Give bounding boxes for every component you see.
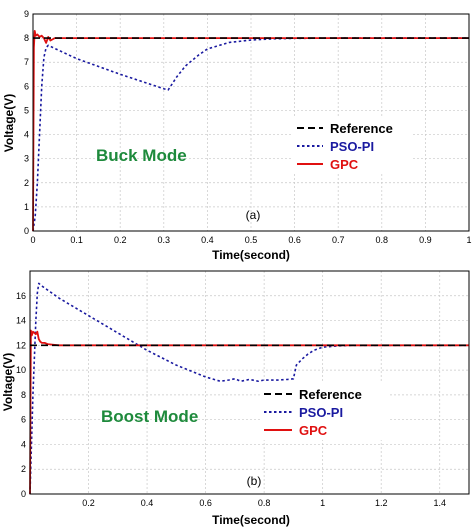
x-tick-label: 0.2 (82, 498, 95, 508)
series-a (32, 29, 469, 232)
y-tick-label: 14 (16, 316, 26, 326)
y-tick-label: 8 (21, 390, 26, 400)
plot-frame-b (29, 270, 470, 495)
y-tick-labels-b: 0 2 4 6 8 10 12 14 16 (16, 291, 26, 499)
x-tick-label: 0.7 (332, 235, 345, 245)
x-axis-label-a: Time(second) (212, 248, 290, 262)
y-tick-label: 6 (21, 415, 26, 425)
x-tick-labels-b: 0.2 0.4 0.6 0.8 1 1.2 1.4 (82, 498, 446, 508)
y-tick-label: 0 (21, 489, 26, 499)
y-tick-label: 7 (24, 57, 29, 67)
y-tick-label: 12 (16, 340, 26, 350)
legend-label-reference-a: Reference (330, 121, 393, 136)
y-tick-label: 0 (24, 226, 29, 236)
x-tick-label: 0.4 (201, 235, 214, 245)
panel-label-a: (a) (246, 208, 261, 222)
legend-label-gpc-b: GPC (299, 423, 328, 438)
x-tick-label: 0.6 (288, 235, 301, 245)
x-tick-label: 0.1 (70, 235, 83, 245)
x-tick-label: 0.5 (245, 235, 258, 245)
mode-annotation-a: Buck Mode (96, 146, 187, 165)
x-tick-label: 1.2 (375, 498, 388, 508)
legend-a: Reference PSO-PI GPC (291, 117, 413, 173)
x-tick-label: 0.8 (258, 498, 271, 508)
y-axis-label-a: Voltage(V) (2, 94, 16, 152)
x-tick-label: 1.4 (433, 498, 446, 508)
series-b (29, 282, 469, 495)
y-tick-label: 16 (16, 291, 26, 301)
mode-annotation-b: Boost Mode (101, 407, 198, 426)
panel-b: 0.2 0.4 0.6 0.8 1 1.2 1.4 0 2 4 6 8 10 12 14 16 Voltag… (1, 270, 470, 527)
y-tick-label: 1 (24, 202, 29, 212)
x-tick-label: 0.3 (158, 235, 171, 245)
legend-b: Reference PSO-PI GPC (260, 382, 390, 440)
y-tick-label: 10 (16, 365, 26, 375)
x-tick-label: 1 (320, 498, 325, 508)
legend-label-reference-b: Reference (299, 387, 362, 402)
x-tick-label: 0.8 (376, 235, 389, 245)
panel-label-b: (b) (247, 474, 262, 488)
x-tick-label: 0.6 (199, 498, 212, 508)
y-tick-label: 9 (24, 9, 29, 19)
y-tick-label: 4 (21, 439, 26, 449)
legend-label-psopi-b: PSO-PI (299, 405, 343, 420)
y-tick-label: 6 (24, 81, 29, 91)
series-line-psopi-a (32, 37, 469, 232)
x-tick-label: 0.2 (114, 235, 127, 245)
y-tick-label: 8 (24, 33, 29, 43)
legend-label-gpc-a: GPC (330, 157, 359, 172)
series-line-psopi-b (29, 282, 469, 495)
plot-frame-a (32, 13, 470, 232)
y-tick-label: 3 (24, 154, 29, 164)
x-axis-label-b: Time(second) (212, 513, 290, 527)
x-tick-label: 1 (466, 235, 471, 245)
panel-a: 0 0.1 0.2 0.3 0.4 0.5 0.6 0.7 0.8 0.9 1 0 1 2 3 4 5 6 7 8 9… (2, 9, 472, 262)
x-tick-labels-a: 0 0.1 0.2 0.3 0.4 0.5 0.6 0.7 0.8 0.9 1 (30, 235, 471, 245)
y-tick-labels-a: 0 1 2 3 4 5 6 7 8 9 (24, 9, 29, 236)
y-axis-label-b: Voltage(V) (1, 353, 15, 411)
y-tick-label: 2 (24, 178, 29, 188)
y-tick-label: 4 (24, 130, 29, 140)
legend-label-psopi-a: PSO-PI (330, 139, 374, 154)
x-tick-label: 0.4 (141, 498, 154, 508)
x-tick-label: 0.9 (419, 235, 432, 245)
y-tick-label: 2 (21, 464, 26, 474)
y-tick-label: 5 (24, 105, 29, 115)
x-tick-label: 0 (30, 235, 35, 245)
